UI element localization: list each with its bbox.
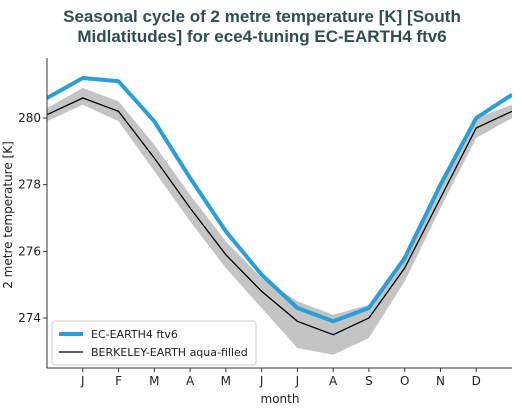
berkeley-uncertainty-band: [47, 88, 512, 355]
y-tick-label: 274: [18, 311, 41, 325]
chart-title-line-1: Seasonal cycle of 2 metre temperature [K…: [63, 7, 461, 26]
x-tick-label: J: [259, 374, 264, 388]
series-line-berkeley: [47, 97, 512, 336]
x-tick-label: M: [149, 374, 159, 388]
x-tick-label: D: [472, 374, 481, 388]
y-tick-label: 276: [18, 244, 41, 258]
x-tick-label: S: [365, 374, 373, 388]
x-tick-label: A: [186, 374, 195, 388]
series-line-ecearth: [47, 76, 512, 324]
legend-box: [51, 320, 257, 366]
y-axis-label: 2 metre temperature [K]: [1, 141, 15, 289]
x-tick-label: O: [400, 374, 409, 388]
plot-area: 274 276 278 280 J F M A M J J A S O N D: [18, 58, 512, 388]
y-tick-label: 280: [18, 111, 41, 125]
x-tick-label: J: [295, 374, 300, 388]
x-tick-label: J: [80, 374, 85, 388]
y-tick-label: 278: [18, 178, 41, 192]
x-tick-label: N: [436, 374, 445, 388]
legend: EC-EARTH4 ftv6 BERKELEY-EARTH aqua-fille…: [51, 320, 257, 366]
x-axis-label: month: [261, 392, 300, 406]
legend-label-ecearth: EC-EARTH4 ftv6: [91, 328, 178, 341]
x-tick-label: A: [329, 374, 338, 388]
legend-label-berkeley: BERKELEY-EARTH aqua-filled: [91, 346, 248, 359]
chart-title-line-2: Midlatitudes] for ece4-tuning EC-EARTH4 …: [77, 27, 446, 46]
x-tick-label: F: [115, 374, 122, 388]
x-tick-label: M: [221, 374, 231, 388]
plot-lines: [47, 76, 512, 355]
